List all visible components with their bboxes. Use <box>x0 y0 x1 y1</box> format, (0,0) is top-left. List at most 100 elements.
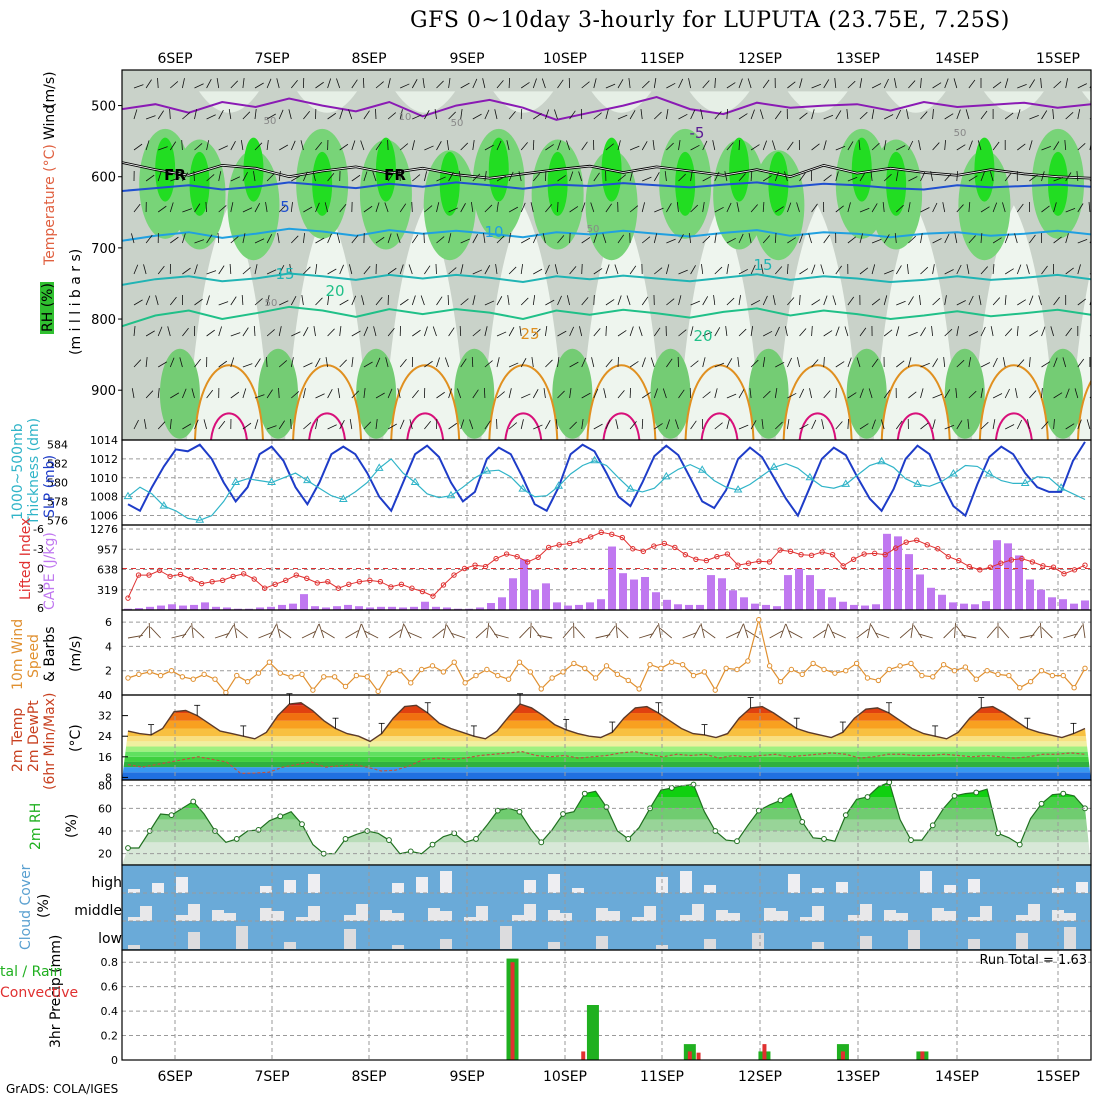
wind-barb <box>448 233 452 244</box>
wind-barb <box>748 233 752 244</box>
cape-bar <box>586 602 594 610</box>
wind10-barb <box>682 632 697 639</box>
wind-barb <box>460 238 470 244</box>
date-label-top: 10SEP <box>543 51 587 67</box>
isotherm-plus25 <box>1076 379 1091 440</box>
thickness-marker <box>1020 478 1030 486</box>
wind-barb <box>640 109 643 120</box>
wind-barb <box>835 145 846 151</box>
wind-barb <box>932 82 942 89</box>
cape-bar <box>223 607 231 610</box>
wind-barb <box>808 233 812 244</box>
t2m-band <box>122 741 1091 747</box>
li-marker <box>304 575 310 582</box>
isotherm-plus20 <box>122 305 1091 328</box>
wind-barb <box>206 329 215 337</box>
wind-barb <box>821 419 825 430</box>
wind-barb <box>242 363 253 368</box>
wind-barb <box>832 295 837 306</box>
date-label-top: 15SEP <box>1036 51 1080 67</box>
wind-barb <box>823 174 832 182</box>
wind-barb <box>799 388 805 399</box>
y-tick-label: 0.8 <box>101 956 119 969</box>
wind-barb <box>569 232 571 244</box>
wind-barb <box>157 326 163 337</box>
li-marker <box>682 551 689 558</box>
wind-barb <box>859 388 864 399</box>
wind-barb <box>629 361 639 368</box>
wind-barb <box>955 388 958 399</box>
wind-barb <box>714 111 722 120</box>
wind-barb <box>157 421 166 430</box>
wind-barb <box>980 110 988 120</box>
wind10-marker <box>179 674 186 680</box>
cloud-high-bar <box>944 885 956 893</box>
wind-barb <box>956 171 959 182</box>
wind-barb <box>327 295 330 306</box>
cloud-high-bar <box>524 880 536 893</box>
wind-barb <box>145 234 153 244</box>
wind-barb <box>472 140 475 151</box>
cloud-middle-bar <box>776 911 788 921</box>
wind-barb <box>1077 143 1086 151</box>
wind-barb <box>856 357 861 368</box>
wind-barb <box>327 172 335 182</box>
wind-barb <box>736 202 740 213</box>
wind-barb <box>712 140 716 151</box>
wind-barb <box>666 203 672 213</box>
wind-barb <box>1065 172 1072 182</box>
wind-barb <box>194 203 201 213</box>
wind-barb <box>944 113 954 120</box>
wind-barb <box>617 140 621 151</box>
cloud-middle-bar <box>716 910 728 921</box>
wind-barb <box>726 142 734 151</box>
wind-barb <box>291 235 299 244</box>
wind10-marker <box>1049 672 1056 679</box>
wind-barb <box>1052 109 1054 120</box>
wind-barb <box>290 295 297 306</box>
cloud-middle-bar <box>140 906 152 921</box>
wind-barb <box>702 391 711 399</box>
wind-barb <box>726 237 736 244</box>
wind-barb <box>968 140 973 151</box>
wind-barb <box>895 420 903 430</box>
rh2m-band <box>122 782 1091 797</box>
wind-barb <box>714 171 720 182</box>
wind-barb <box>726 264 729 275</box>
cloud-middle-bar <box>848 915 860 921</box>
rh2m-marker <box>494 807 501 814</box>
thickness-marker <box>913 479 922 487</box>
wind-barb <box>194 83 204 89</box>
wind-barb <box>1026 264 1030 275</box>
wind-barb <box>784 326 788 337</box>
wind-barb <box>436 176 446 182</box>
wind-barb <box>277 233 280 244</box>
wind-barb <box>254 419 259 430</box>
wind-barb <box>844 326 849 337</box>
wind10-barb <box>138 626 149 639</box>
wind-barb <box>169 296 177 306</box>
cloud-low-bar <box>1064 927 1076 949</box>
wind-barb <box>726 419 730 430</box>
wind-barb <box>242 78 245 89</box>
li-marker <box>314 580 320 586</box>
wind-barb <box>726 358 733 368</box>
cloud-middle-bar <box>464 917 476 921</box>
cape-bar <box>432 606 440 610</box>
wind-barb <box>508 266 517 275</box>
wind-barb <box>399 109 403 120</box>
wind10-marker <box>886 666 892 673</box>
wind-barb <box>242 207 253 213</box>
wind-barb <box>1016 419 1023 430</box>
wind10-barb <box>446 624 455 639</box>
y2-tick-label: 957 <box>97 543 118 556</box>
wind-barb <box>460 358 467 368</box>
wind-barb <box>678 78 684 89</box>
wind-barb <box>605 143 614 151</box>
li-marker <box>735 562 741 568</box>
y-tick-label: 0.6 <box>101 981 119 994</box>
wind-barb <box>1027 419 1030 430</box>
li-marker <box>198 580 205 587</box>
